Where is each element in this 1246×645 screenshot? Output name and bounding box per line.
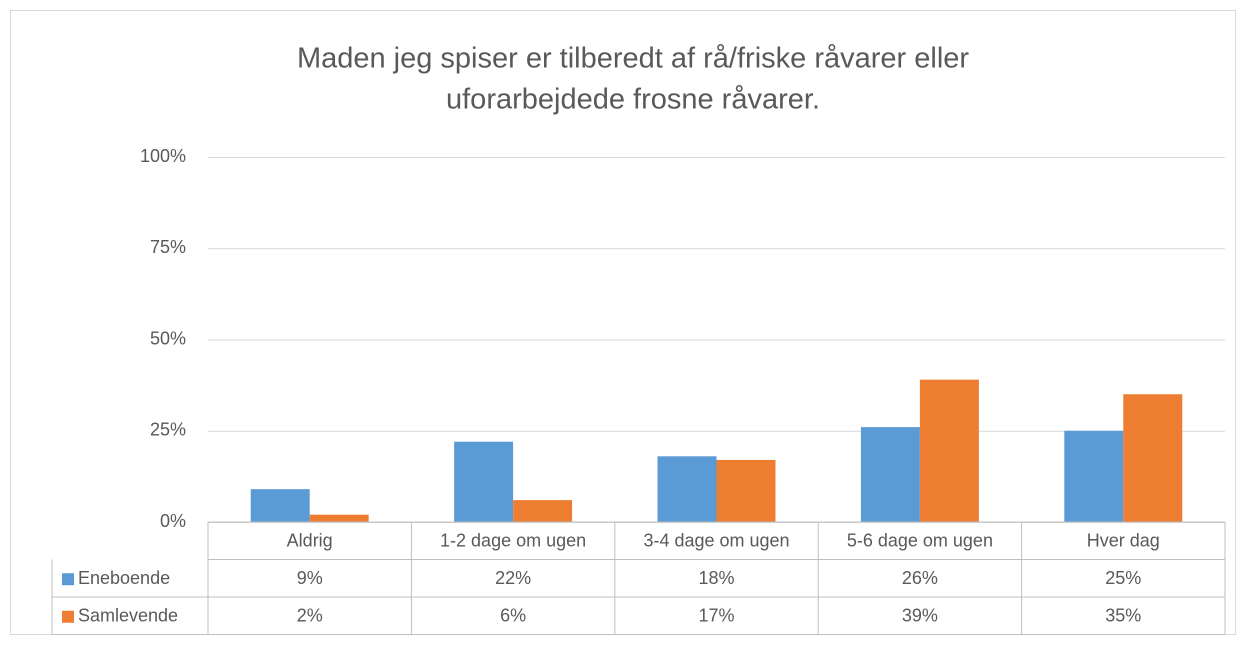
bar — [1123, 394, 1183, 522]
bar — [860, 427, 920, 522]
data-label: 35% — [1105, 606, 1141, 626]
legend-label: Samlevende — [78, 606, 178, 626]
legend-label: Eneboende — [78, 568, 170, 588]
bar — [513, 500, 573, 522]
bar — [919, 379, 979, 522]
x-tick-label: 5-6 dage om ugen — [847, 531, 993, 551]
data-label: 17% — [698, 606, 734, 626]
bar — [454, 441, 514, 522]
chart-border — [10, 10, 1236, 635]
y-tick-label: 0% — [160, 511, 186, 531]
y-tick-label: 25% — [150, 420, 186, 440]
x-tick-label: Hver dag — [1087, 531, 1160, 551]
data-label: 2% — [297, 606, 323, 626]
data-label: 25% — [1105, 568, 1141, 588]
bar — [250, 489, 310, 522]
x-tick-label: 1-2 dage om ugen — [440, 531, 586, 551]
bar — [1064, 430, 1124, 522]
data-label: 39% — [902, 606, 938, 626]
data-label: 22% — [495, 568, 531, 588]
y-tick-label: 75% — [150, 237, 186, 257]
data-label: 6% — [500, 606, 526, 626]
x-tick-label: 3-4 dage om ugen — [643, 531, 789, 551]
bar — [309, 514, 369, 522]
y-tick-label: 100% — [140, 146, 186, 166]
chart-title: Maden jeg spiser er tilberedt af rå/fris… — [297, 43, 969, 75]
legend-key — [62, 573, 74, 586]
bar — [657, 456, 717, 522]
x-tick-label: Aldrig — [287, 531, 333, 551]
legend-key — [62, 610, 74, 623]
bar — [716, 459, 776, 522]
data-label: 26% — [902, 568, 938, 588]
y-tick-label: 50% — [150, 328, 186, 348]
data-label: 9% — [297, 568, 323, 588]
data-label: 18% — [698, 568, 734, 588]
chart-title: uforarbejdede frosne råvarer. — [446, 84, 820, 116]
